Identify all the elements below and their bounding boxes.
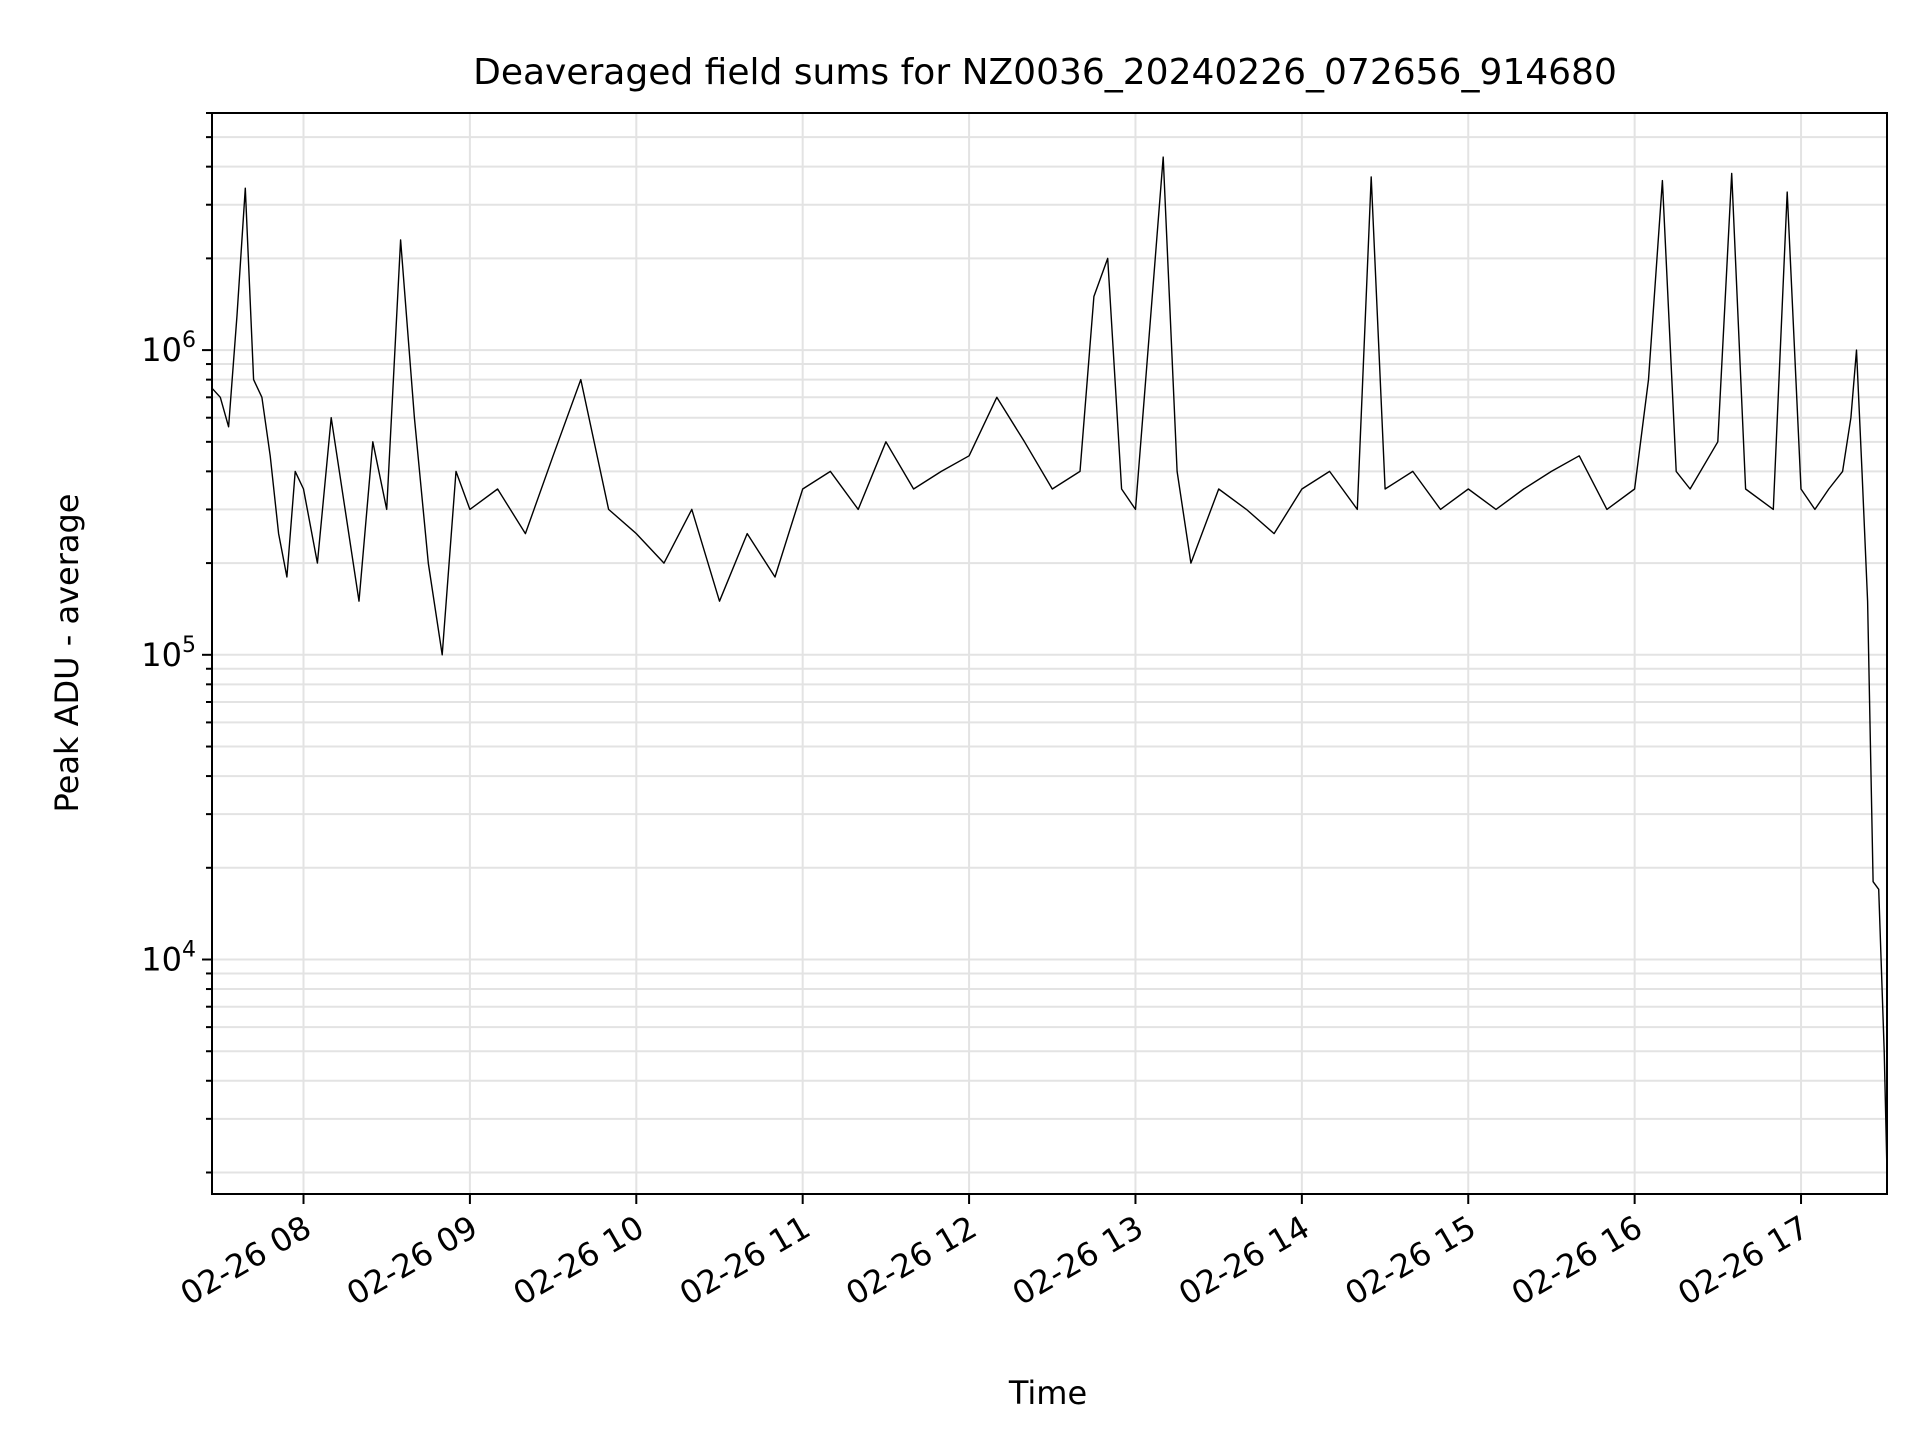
plot-frame — [211, 112, 1888, 1195]
x-tick-label: 02-26 13 — [1006, 1208, 1150, 1313]
series-group — [211, 156, 1888, 1173]
x-tick-label: 02-26 08 — [174, 1208, 318, 1313]
x-tick-label: 02-26 16 — [1505, 1208, 1649, 1313]
x-axis-label: Time — [1008, 1374, 1087, 1412]
y-axis-label: Peak ADU - average — [48, 494, 86, 813]
series-line — [211, 156, 1888, 1173]
y-tick-label: 106 — [141, 328, 196, 369]
x-tick-label: 02-26 17 — [1671, 1208, 1815, 1313]
x-axis: 02-26 08 02-26 09 02-26 10 02-26 11 02-26 12… — [174, 1194, 1815, 1313]
y-tick-label: 105 — [141, 633, 196, 674]
x-tick-label: 02-26 15 — [1339, 1208, 1483, 1313]
x-tick-label: 02-26 12 — [839, 1208, 983, 1313]
chart-title: Deaveraged field sums for NZ0036_2024022… — [473, 52, 1617, 93]
x-tick-label: 02-26 14 — [1172, 1208, 1316, 1313]
y-axis: 104 105 106 — [141, 112, 212, 1174]
y-tick-label: 104 — [141, 938, 196, 979]
grid-lines — [212, 112, 1887, 1194]
x-tick-label: 02-26 10 — [507, 1208, 651, 1313]
x-tick-label: 02-26 09 — [340, 1208, 484, 1313]
x-tick-label: 02-26 11 — [673, 1208, 817, 1313]
